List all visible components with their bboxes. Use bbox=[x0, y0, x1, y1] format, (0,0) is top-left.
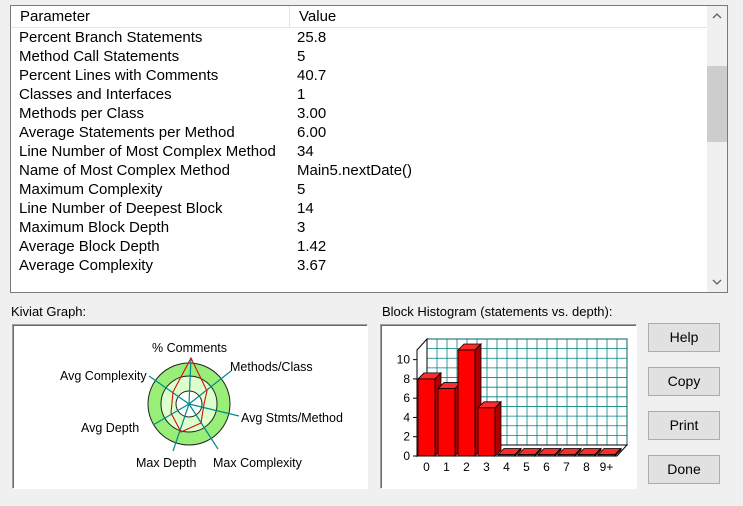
kiviat-graph: % Comments Methods/Class Avg Stmts/Metho… bbox=[60, 341, 343, 470]
x-tick-label: 6 bbox=[543, 460, 550, 474]
value-cell: 1.42 bbox=[297, 238, 327, 255]
x-tick-label: 8 bbox=[583, 460, 590, 474]
table-row[interactable]: Average Complexity 3.67 bbox=[11, 256, 708, 275]
histogram-bar-side bbox=[494, 400, 502, 457]
parameter-cell: Average Complexity bbox=[19, 257, 153, 274]
x-tick-label: 0 bbox=[423, 460, 430, 474]
x-tick-label: 3 bbox=[483, 460, 490, 474]
vertical-scrollbar[interactable] bbox=[707, 6, 727, 292]
value-cell: 34 bbox=[297, 143, 314, 160]
scrollbar-thumb[interactable] bbox=[707, 66, 727, 142]
x-tick-label: 9+ bbox=[600, 460, 614, 474]
chevron-up-icon[interactable] bbox=[707, 6, 727, 26]
kiviat-axis-label-max-complexity: Max Complexity bbox=[213, 456, 303, 470]
value-cell: 3.67 bbox=[297, 257, 327, 274]
kiviat-axis-label-methods-class: Methods/Class bbox=[230, 360, 313, 374]
value-cell: 1 bbox=[297, 86, 306, 103]
kiviat-axis-label-avg-stmts: Avg Stmts/Method bbox=[241, 411, 343, 425]
histogram-bar bbox=[497, 454, 516, 457]
parameter-cell: Line Number of Deepest Block bbox=[19, 200, 223, 217]
list-header: Parameter Value bbox=[11, 6, 708, 28]
parameter-cell: Percent Branch Statements bbox=[19, 29, 203, 46]
x-tick-label: 5 bbox=[523, 460, 530, 474]
parameter-cell: Name of Most Complex Method bbox=[19, 162, 230, 179]
value-cell: 5 bbox=[297, 181, 306, 198]
chevron-down-icon[interactable] bbox=[707, 272, 727, 292]
x-tick-label: 2 bbox=[463, 460, 470, 474]
parameter-cell: Methods per Class bbox=[19, 105, 145, 122]
column-header-value[interactable]: Value bbox=[299, 8, 337, 25]
kiviat-axis-label-avg-depth: Avg Depth bbox=[81, 421, 139, 435]
histogram-bar bbox=[517, 454, 536, 457]
histogram-bar bbox=[437, 388, 456, 457]
kiviat-axes bbox=[148, 357, 240, 452]
kiviat-axis-label-comments: % Comments bbox=[152, 341, 227, 355]
table-row[interactable]: Maximum Block Depth 3 bbox=[11, 218, 708, 237]
kiviat-title: Kiviat Graph: bbox=[11, 304, 87, 319]
parameter-cell: Percent Lines with Comments bbox=[19, 67, 219, 84]
histogram-panel: 0 2 4 6 8 10 0 1 2 3 4 5 6 7 8 9+ bbox=[380, 324, 637, 489]
parameter-cell: Classes and Interfaces bbox=[19, 86, 172, 103]
histogram-bar bbox=[557, 454, 576, 457]
y-tick-label: 4 bbox=[403, 410, 410, 424]
value-cell: 3 bbox=[297, 219, 306, 236]
value-cell: Main5.nextDate() bbox=[297, 162, 413, 179]
histogram-bar bbox=[417, 378, 436, 457]
histogram-bar bbox=[477, 407, 496, 457]
table-row[interactable]: Name of Most Complex Method Main5.nextDat… bbox=[11, 161, 708, 180]
y-tick-label: 2 bbox=[403, 430, 410, 444]
table-row[interactable]: Average Block Depth 1.42 bbox=[11, 237, 708, 256]
table-row[interactable]: Line Number of Most Complex Method 34 bbox=[11, 142, 708, 161]
table-row[interactable]: Method Call Statements 5 bbox=[11, 47, 708, 66]
kiviat-panel: % Comments Methods/Class Avg Stmts/Metho… bbox=[12, 324, 368, 489]
y-tick-label: 6 bbox=[403, 391, 410, 405]
list-rows: Percent Branch Statements 25.8 Method Call… bbox=[11, 28, 708, 275]
histogram-bar bbox=[457, 349, 476, 457]
x-tick-label: 1 bbox=[443, 460, 450, 474]
parameter-cell: Line Number of Most Complex Method bbox=[19, 143, 276, 160]
value-cell: 3.00 bbox=[297, 105, 327, 122]
value-cell: 40.7 bbox=[297, 67, 327, 84]
histogram-bar bbox=[577, 454, 596, 457]
value-cell: 14 bbox=[297, 200, 314, 217]
metrics-list[interactable]: Parameter Value Percent Branch Statement… bbox=[10, 5, 728, 293]
table-row[interactable]: Percent Branch Statements 25.8 bbox=[11, 28, 708, 47]
value-cell: 5 bbox=[297, 48, 306, 65]
parameter-cell: Average Statements per Method bbox=[19, 124, 235, 141]
done-button[interactable]: Done bbox=[648, 455, 720, 484]
y-tick-label: 10 bbox=[397, 353, 411, 367]
histogram-title: Block Histogram (statements vs. depth): bbox=[382, 304, 613, 319]
parameter-cell: Maximum Complexity bbox=[19, 181, 163, 198]
table-row[interactable]: Maximum Complexity 5 bbox=[11, 180, 708, 199]
histogram-bar bbox=[537, 454, 556, 457]
parameter-cell: Average Block Depth bbox=[19, 238, 160, 255]
value-cell: 25.8 bbox=[297, 29, 327, 46]
table-row[interactable]: Percent Lines with Comments 40.7 bbox=[11, 66, 708, 85]
table-row[interactable]: Classes and Interfaces 1 bbox=[11, 85, 708, 104]
help-button[interactable]: Help bbox=[648, 323, 720, 352]
y-tick-label: 0 bbox=[403, 449, 410, 463]
y-tick-label: 8 bbox=[403, 372, 410, 386]
x-tick-label: 7 bbox=[563, 460, 570, 474]
table-row[interactable]: Line Number of Deepest Block 14 bbox=[11, 199, 708, 218]
kiviat-axis-label-avg-complexity: Avg Complexity bbox=[60, 369, 147, 383]
kiviat-axis-label-max-depth: Max Depth bbox=[136, 456, 196, 470]
column-header-parameter[interactable]: Parameter bbox=[11, 6, 290, 27]
parameter-cell: Maximum Block Depth bbox=[19, 219, 170, 236]
table-row[interactable]: Average Statements per Method 6.00 bbox=[11, 123, 708, 142]
histogram-bar bbox=[597, 454, 616, 457]
print-button[interactable]: Print bbox=[648, 411, 720, 440]
x-tick-label: 4 bbox=[503, 460, 510, 474]
copy-button[interactable]: Copy bbox=[648, 367, 720, 396]
value-cell: 6.00 bbox=[297, 124, 327, 141]
table-row[interactable]: Methods per Class 3.00 bbox=[11, 104, 708, 123]
parameter-cell: Method Call Statements bbox=[19, 48, 180, 65]
kiviat-data-polygon bbox=[170, 356, 208, 433]
